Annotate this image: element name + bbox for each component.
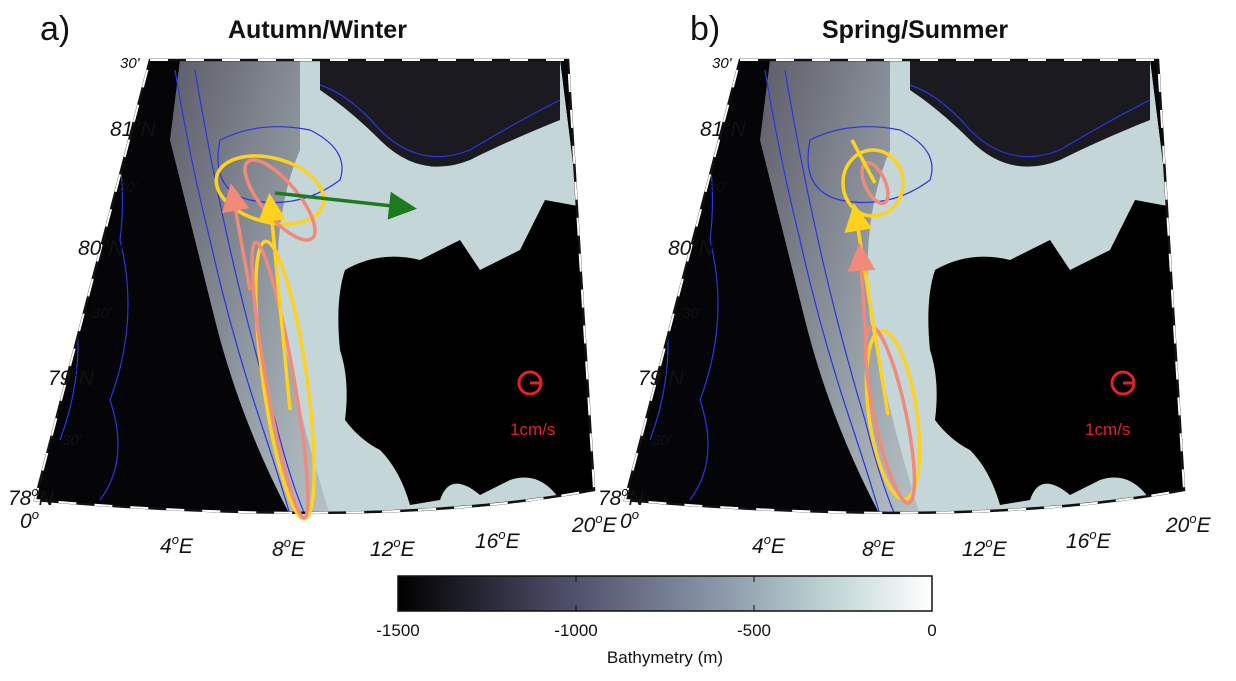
panel-b-letter: b): [690, 10, 720, 48]
panel-a: a) Autumn/Winter: [8, 10, 618, 561]
lat-label-78: 78oN: [598, 484, 645, 510]
lon-label-0: 0o: [20, 507, 39, 533]
vector-yellow: [258, 193, 292, 411]
ellipse-salmon-south: [863, 325, 917, 505]
panel-a-lon-labels: 0o 4oE 8oE 12oE 16oE 20oE: [20, 507, 618, 561]
half-label-3: 30': [682, 305, 703, 322]
panel-b-lon-labels: 0o 4oE 8oE 12oE 16oE 20oE: [620, 507, 1212, 561]
panel-b: b) Spring/Summer: [598, 10, 1212, 561]
northern-deep: [320, 60, 560, 167]
northern-deep: [910, 60, 1150, 167]
lon-label-20: 20oE: [571, 511, 618, 537]
lon-label-16: 16oE: [475, 527, 521, 553]
panel-b-ellipses: [841, 139, 922, 505]
colorbar-gradient: [397, 575, 933, 612]
vector-salmon: [847, 243, 876, 341]
lon-label-4: 4oE: [160, 532, 194, 558]
half-label-3: 30': [92, 305, 113, 322]
lon-label-12: 12oE: [370, 535, 416, 561]
lon-label-4: 4oE: [752, 532, 786, 558]
half-label-4: 30': [62, 432, 83, 449]
panel-a-map: [35, 60, 594, 513]
colorbar: -1500 -1000 -500 0 Bathymetry (m): [376, 575, 937, 667]
panel-b-frame-dash: [623, 59, 1186, 514]
panel-a-scale: 1cm/s: [510, 370, 555, 439]
panel-b-lat-labels: 81oN 80oN 79oN 78oN 30' 30' 30' 30': [598, 55, 747, 510]
land-svalbard: [928, 200, 1184, 505]
vector-salmon: [221, 183, 252, 291]
lat-label-78: 78oN: [8, 484, 55, 510]
lon-label-16: 16oE: [1066, 527, 1112, 553]
panel-a-frame-dash: [33, 59, 596, 514]
ellipse-salmon-south: [250, 240, 310, 520]
colorbar-tick-label: -1500: [376, 621, 419, 640]
lon-label-8: 8oE: [272, 535, 306, 561]
panel-b-scale: 1cm/s: [1085, 370, 1136, 439]
contour-lines: [649, 69, 1151, 513]
half-label-1: 30': [120, 55, 141, 72]
colorbar-label: Bathymetry (m): [607, 648, 723, 667]
lon-label-8: 8oE: [862, 535, 896, 561]
half-label-4: 30': [652, 432, 673, 449]
panel-b-map: [625, 60, 1184, 513]
panel-a-title: Autumn/Winter: [228, 16, 407, 44]
scale-label: 1cm/s: [510, 420, 555, 439]
panel-a-lat-labels: 81oN 80oN 79oN 78oN 30' 30' 30' 30': [8, 55, 157, 510]
ellipse-yellow-south: [864, 329, 922, 501]
panel-a-ellipses: [214, 154, 417, 521]
lat-label-79: 79oN: [638, 364, 685, 390]
lon-label-0: 0o: [620, 507, 639, 533]
panel-b-title: Spring/Summer: [822, 16, 1008, 44]
scale-label: 1cm/s: [1085, 420, 1130, 439]
half-label-1: 30': [712, 55, 733, 72]
colorbar-tick-label: -500: [737, 621, 771, 640]
half-label-2: 30': [708, 179, 729, 196]
lat-label-80: 80oN: [78, 234, 125, 260]
land-svalbard: [338, 200, 594, 505]
lon-label-12: 12oE: [962, 535, 1008, 561]
lat-label-81: 81oN: [110, 115, 157, 141]
colorbar-tick-label: -1000: [554, 621, 597, 640]
vector-yellow-north: [850, 139, 877, 184]
colorbar-tick-label: 0: [927, 621, 936, 640]
lon-label-20: 20oE: [1165, 511, 1212, 537]
ellipse-yellow-north: [841, 148, 905, 218]
lat-label-81: 81oN: [700, 115, 747, 141]
vector-green: [274, 191, 417, 220]
half-label-2: 30': [118, 179, 139, 196]
lat-label-79: 79oN: [48, 364, 95, 390]
panel-a-letter: a): [40, 10, 70, 48]
lat-label-80: 80oN: [668, 234, 715, 260]
